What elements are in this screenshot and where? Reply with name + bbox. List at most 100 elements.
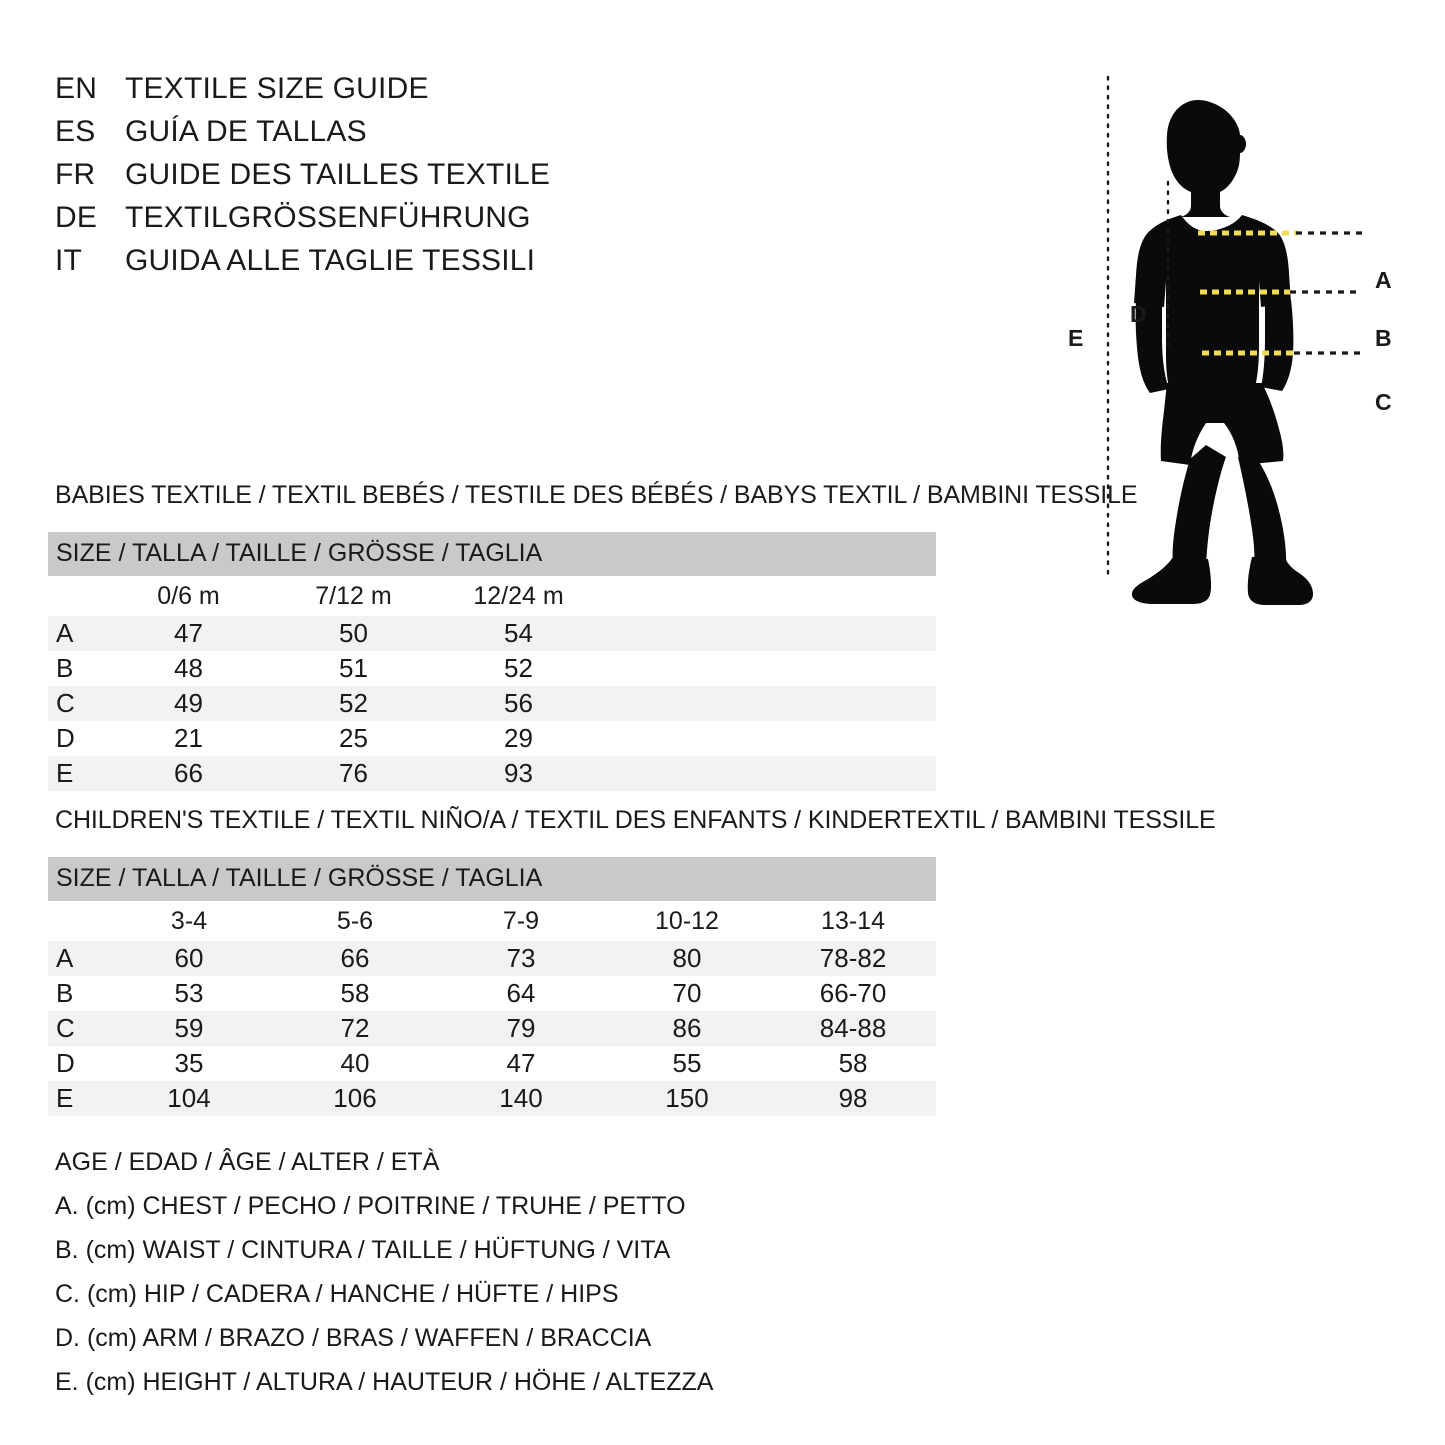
children-section-title: CHILDREN'S TEXTILE / TEXTIL NIÑO/A / TEX… [55, 806, 1216, 834]
babies-cell-e-1: 76 [271, 756, 436, 791]
child-silhouette-icon [1131, 100, 1313, 605]
legend-line-e: E. (cm) HEIGHT / ALTURA / HAUTEUR / HÖHE… [55, 1368, 714, 1396]
children-cell-c-4: 84-88 [770, 1011, 937, 1046]
children-cell-e-1: 106 [272, 1081, 438, 1116]
children-band-label: SIZE / TALLA / TAILLE / GRÖSSE / TAGLIA [48, 857, 937, 901]
legend-line-a: A. (cm) CHEST / PECHO / POITRINE / TRUHE… [55, 1192, 686, 1220]
children-colhead-2: 7-9 [438, 901, 604, 941]
babies-cell-b-1: 51 [271, 651, 436, 686]
children-cell-e-0: 104 [106, 1081, 272, 1116]
children-cell-d-0: 35 [106, 1046, 272, 1081]
babies-row-label-a: A [48, 616, 106, 651]
table-row: A 60 66 73 80 78-82 [48, 941, 937, 976]
table-row: C 59 72 79 86 84-88 [48, 1011, 937, 1046]
babies-row-label-b: B [48, 651, 106, 686]
table-row: E 66 76 93 [48, 756, 937, 791]
babies-cell-a-2: 54 [436, 616, 601, 651]
babies-colhead-pad [601, 576, 937, 616]
babies-row-label-e: E [48, 756, 106, 791]
children-band-row: SIZE / TALLA / TAILLE / GRÖSSE / TAGLIA [48, 857, 937, 901]
children-colhead-spacer [48, 901, 106, 941]
measurement-legend: AGE / EDAD / ÂGE / ALTER / ETÀ A. (cm) C… [55, 1140, 815, 1404]
babies-cell-a-1: 50 [271, 616, 436, 651]
children-cell-a-4: 78-82 [770, 941, 937, 976]
children-cell-c-1: 72 [272, 1011, 438, 1046]
legend-line-d: D. (cm) ARM / BRAZO / BRAS / WAFFEN / BR… [55, 1324, 652, 1352]
children-cell-d-2: 47 [438, 1046, 604, 1081]
babies-section-title: BABIES TEXTILE / TEXTIL BEBÉS / TESTILE … [55, 481, 1138, 509]
babies-column-header-row: 0/6 m 7/12 m 12/24 m [48, 576, 937, 616]
dimension-label-e: E [1068, 325, 1084, 351]
children-cell-e-4: 98 [770, 1081, 937, 1116]
children-cell-d-1: 40 [272, 1046, 438, 1081]
language-code-en: EN [55, 72, 98, 105]
children-cell-c-2: 79 [438, 1011, 604, 1046]
children-row-label-d: D [48, 1046, 106, 1081]
table-row: E 104 106 140 150 98 [48, 1081, 937, 1116]
children-cell-c-3: 86 [604, 1011, 770, 1046]
babies-colhead-spacer [48, 576, 106, 616]
children-colhead-0: 3-4 [106, 901, 272, 941]
babies-cell-b-0: 48 [106, 651, 271, 686]
children-cell-b-4: 66-70 [770, 976, 937, 1011]
babies-cell-c-pad [601, 686, 937, 721]
babies-size-table: SIZE / TALLA / TAILLE / GRÖSSE / TAGLIA … [48, 532, 937, 791]
children-cell-e-3: 150 [604, 1081, 770, 1116]
language-title-es: GUÍA DE TALLAS [125, 115, 367, 148]
children-colhead-1: 5-6 [272, 901, 438, 941]
babies-colhead-0: 0/6 m [106, 576, 271, 616]
table-row: A 47 50 54 [48, 616, 937, 651]
language-row: FR GUIDE DES TAILLES TEXTILE [55, 158, 755, 201]
children-row-label-b: B [48, 976, 106, 1011]
language-title-de: TEXTILGRÖSSENFÜHRUNG [125, 201, 531, 234]
babies-row-label-d: D [48, 721, 106, 756]
children-size-table: SIZE / TALLA / TAILLE / GRÖSSE / TAGLIA … [48, 857, 937, 1116]
children-column-header-row: 3-4 5-6 7-9 10-12 13-14 [48, 901, 937, 941]
babies-cell-a-pad [601, 616, 937, 651]
babies-cell-c-0: 49 [106, 686, 271, 721]
babies-band-label: SIZE / TALLA / TAILLE / GRÖSSE / TAGLIA [48, 532, 937, 576]
babies-colhead-1: 7/12 m [271, 576, 436, 616]
silhouette-svg [1106, 75, 1362, 605]
babies-cell-a-0: 47 [106, 616, 271, 651]
children-cell-e-2: 140 [438, 1081, 604, 1116]
dimension-label-b: B [1375, 325, 1392, 351]
legend-line-age: AGE / EDAD / ÂGE / ALTER / ETÀ [55, 1148, 440, 1176]
babies-cell-e-0: 66 [106, 756, 271, 791]
legend-line-c: C. (cm) HIP / CADERA / HANCHE / HÜFTE / … [55, 1280, 619, 1308]
table-row: B 53 58 64 70 66-70 [48, 976, 937, 1011]
language-row: IT GUIDA ALLE TAGLIE TESSILI [55, 244, 755, 287]
language-row: EN TEXTILE SIZE GUIDE [55, 72, 755, 115]
legend-line-b: B. (cm) WAIST / CINTURA / TAILLE / HÜFTU… [55, 1236, 671, 1264]
babies-cell-d-0: 21 [106, 721, 271, 756]
children-cell-a-1: 66 [272, 941, 438, 976]
babies-band-row: SIZE / TALLA / TAILLE / GRÖSSE / TAGLIA [48, 532, 937, 576]
children-cell-a-3: 80 [604, 941, 770, 976]
language-title-en: TEXTILE SIZE GUIDE [125, 72, 429, 105]
language-code-es: ES [55, 115, 96, 148]
children-cell-b-0: 53 [106, 976, 272, 1011]
children-cell-b-3: 70 [604, 976, 770, 1011]
babies-cell-c-1: 52 [271, 686, 436, 721]
children-row-label-a: A [48, 941, 106, 976]
dimension-label-c: C [1375, 389, 1392, 415]
language-title-fr: GUIDE DES TAILLES TEXTILE [125, 158, 551, 191]
babies-cell-b-2: 52 [436, 651, 601, 686]
babies-cell-c-2: 56 [436, 686, 601, 721]
dimension-label-d: D [1130, 301, 1147, 327]
language-title-it: GUIDA ALLE TAGLIE TESSILI [125, 244, 536, 277]
child-figure-diagram: E D A B C [1040, 45, 1445, 605]
babies-colhead-2: 12/24 m [436, 576, 601, 616]
language-code-it: IT [55, 244, 83, 277]
language-code-de: DE [55, 201, 98, 234]
language-code-fr: FR [55, 158, 96, 191]
babies-cell-b-pad [601, 651, 937, 686]
babies-cell-d-2: 29 [436, 721, 601, 756]
children-cell-b-2: 64 [438, 976, 604, 1011]
language-header-block: EN TEXTILE SIZE GUIDE ES GUÍA DE TALLAS … [55, 72, 755, 287]
children-row-label-e: E [48, 1081, 106, 1116]
language-row: DE TEXTILGRÖSSENFÜHRUNG [55, 201, 755, 244]
children-cell-d-4: 58 [770, 1046, 937, 1081]
table-row: C 49 52 56 [48, 686, 937, 721]
babies-cell-d-1: 25 [271, 721, 436, 756]
